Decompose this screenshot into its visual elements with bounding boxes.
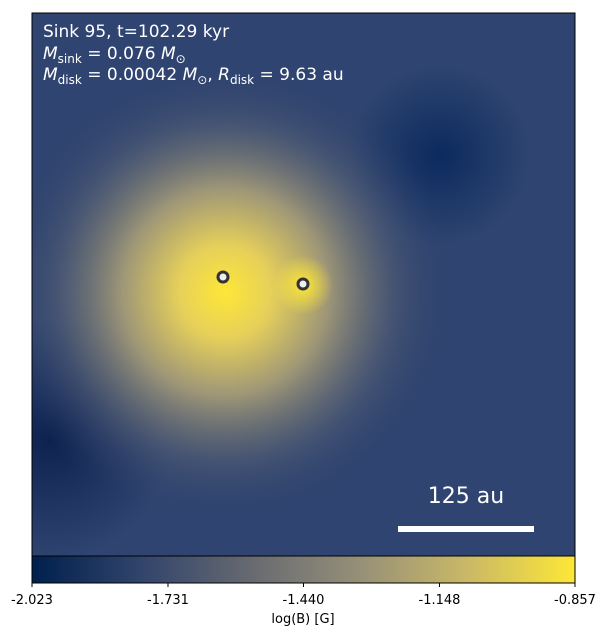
annotation: Sink 95, t=102.29 kyr bbox=[43, 22, 229, 42]
scale-bar-label: 125 au bbox=[428, 484, 504, 509]
annotation: Msink = 0.076 M⊙ bbox=[43, 44, 186, 66]
colorbar bbox=[31, 555, 576, 584]
sink-marker bbox=[216, 270, 230, 284]
tick-label: -1.731 bbox=[147, 593, 189, 608]
sink-marker bbox=[296, 277, 310, 291]
tick-label: -0.857 bbox=[554, 593, 596, 608]
tick-label: -1.440 bbox=[283, 593, 325, 608]
tick-label: -1.148 bbox=[419, 593, 461, 608]
tick-label: -2.023 bbox=[11, 593, 53, 608]
colorbar-label: log(B) [G] bbox=[271, 612, 334, 627]
annotation: Mdisk = 0.00042 M⊙, Rdisk = 9.63 au bbox=[43, 65, 344, 87]
scale-bar bbox=[398, 526, 534, 532]
